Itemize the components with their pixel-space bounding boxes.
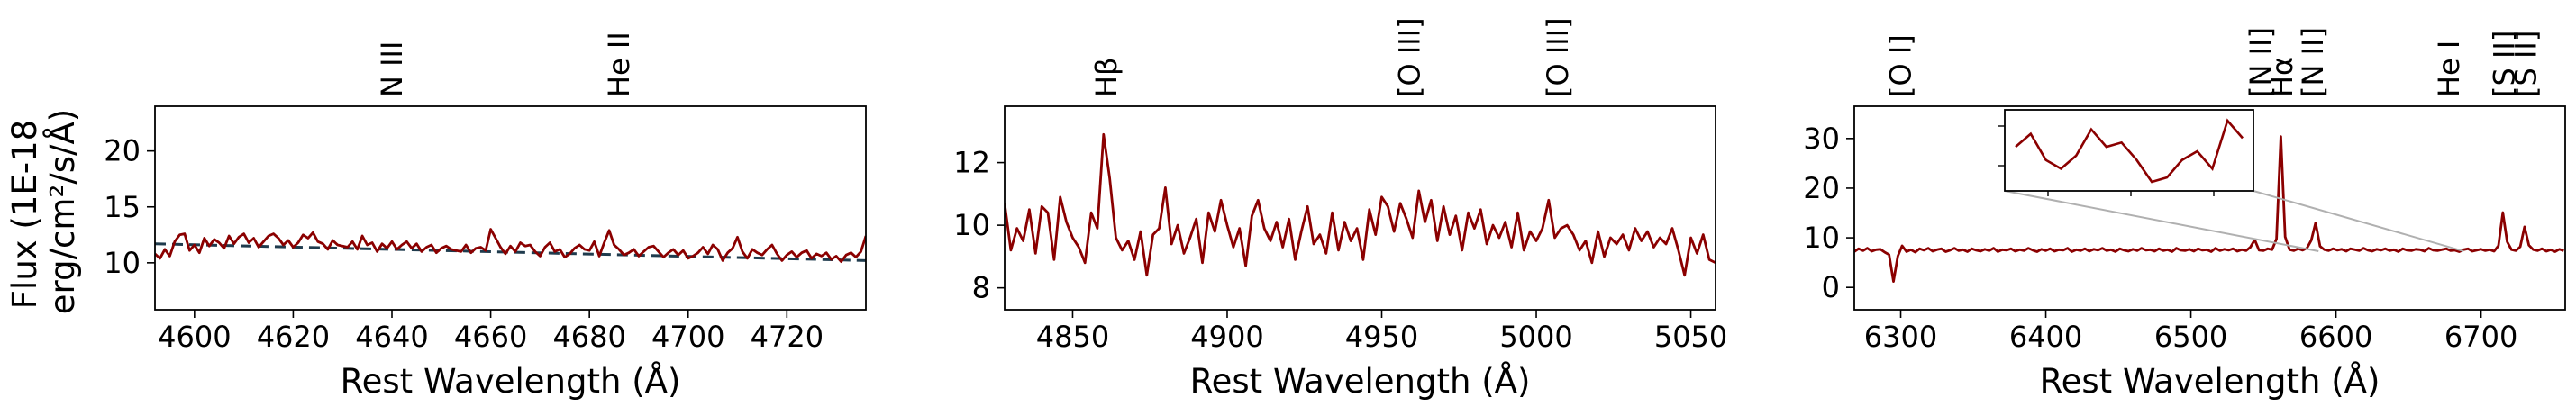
x-tick-label: 4900: [1190, 320, 1263, 354]
x-axis-label: Rest Wavelength (Å): [341, 361, 681, 401]
y-tick-label: 8: [972, 271, 990, 305]
x-tick-label: 4950: [1345, 320, 1418, 354]
inset-connector-line: [2253, 190, 2464, 252]
x-tick-label: 4640: [355, 320, 428, 354]
spectrum-line: [1854, 135, 2564, 284]
y-tick-label: 30: [1803, 122, 1840, 156]
line-marker-label: [O III]: [1392, 17, 1426, 97]
x-tick-label: 6600: [2299, 320, 2372, 354]
line-marker-label: Hβ: [1089, 58, 1124, 97]
x-tick-label: 4700: [651, 320, 724, 354]
line-marker-label: [S II]: [2509, 31, 2544, 97]
line-marker-label: [S II]: [2487, 31, 2521, 97]
x-tick-label: 6400: [2009, 320, 2082, 354]
y-tick-label: 12: [953, 146, 990, 180]
line-marker-label: [N II]: [2296, 27, 2330, 97]
x-axis-label: Rest Wavelength (Å): [1190, 361, 1531, 401]
spectrum-line: [1005, 132, 1716, 277]
x-tick-label: 5000: [1499, 320, 1572, 354]
y-tick-label: 10: [104, 246, 141, 280]
x-tick-label: 4720: [751, 320, 824, 354]
x-tick-label: 4680: [552, 320, 625, 354]
y-tick-label: 0: [1822, 270, 1840, 304]
y-tick-label: 20: [1803, 171, 1840, 205]
x-tick-label: 4600: [158, 320, 231, 354]
y-tick-label: 15: [104, 190, 141, 224]
x-axis-label: Rest Wavelength (Å): [2040, 361, 2380, 401]
line-marker-label: Hα: [2265, 57, 2299, 97]
inset-spectrum-line: [2015, 118, 2244, 184]
y-axis-label-line2: erg/cm²/s/Å): [42, 109, 82, 314]
line-marker-label: He I: [2432, 41, 2466, 97]
x-tick-label: 6500: [2154, 320, 2227, 354]
spectrum-line: [155, 228, 866, 264]
y-axis-label-line1: Flux (1E-18: [5, 120, 44, 309]
line-marker-label: [N II]: [2244, 27, 2278, 97]
y-tick-label: 10: [1803, 221, 1840, 255]
line-marker-label: [O I]: [1884, 34, 1918, 97]
line-marker-label: He II: [602, 32, 636, 97]
panel-he-ii-region: 4600 4620 4640 4660 4680 4700 4720 10 15 20 Rest W…: [104, 32, 867, 401]
axes-frame: [154, 105, 867, 311]
panel-hbeta-oiii-region: 4850 4900 4950 5000 5050 8 10 12 Rest Wavelength…: [953, 17, 1727, 401]
inset-connector-line: [2004, 190, 2319, 252]
y-tick-label: 10: [953, 208, 990, 242]
x-tick-label: 4850: [1036, 320, 1109, 354]
axes-frame: [1853, 105, 2566, 311]
line-marker-label: N III: [375, 41, 409, 97]
x-tick-label: 6300: [1864, 320, 1937, 354]
x-tick-label: 6700: [2444, 320, 2517, 354]
x-tick-label: 4660: [454, 320, 527, 354]
line-marker-label: [O III]: [1541, 17, 1575, 97]
axes-frame: [1004, 105, 1716, 311]
y-tick-label: 20: [104, 134, 141, 168]
x-tick-label: 5050: [1654, 320, 1727, 354]
panel-halpha-nii-sii-region: 6300 6400 6500 6600 6700 0 10 20 30 Rest Waveleng…: [1803, 27, 2566, 401]
x-tick-label: 4620: [257, 320, 330, 354]
